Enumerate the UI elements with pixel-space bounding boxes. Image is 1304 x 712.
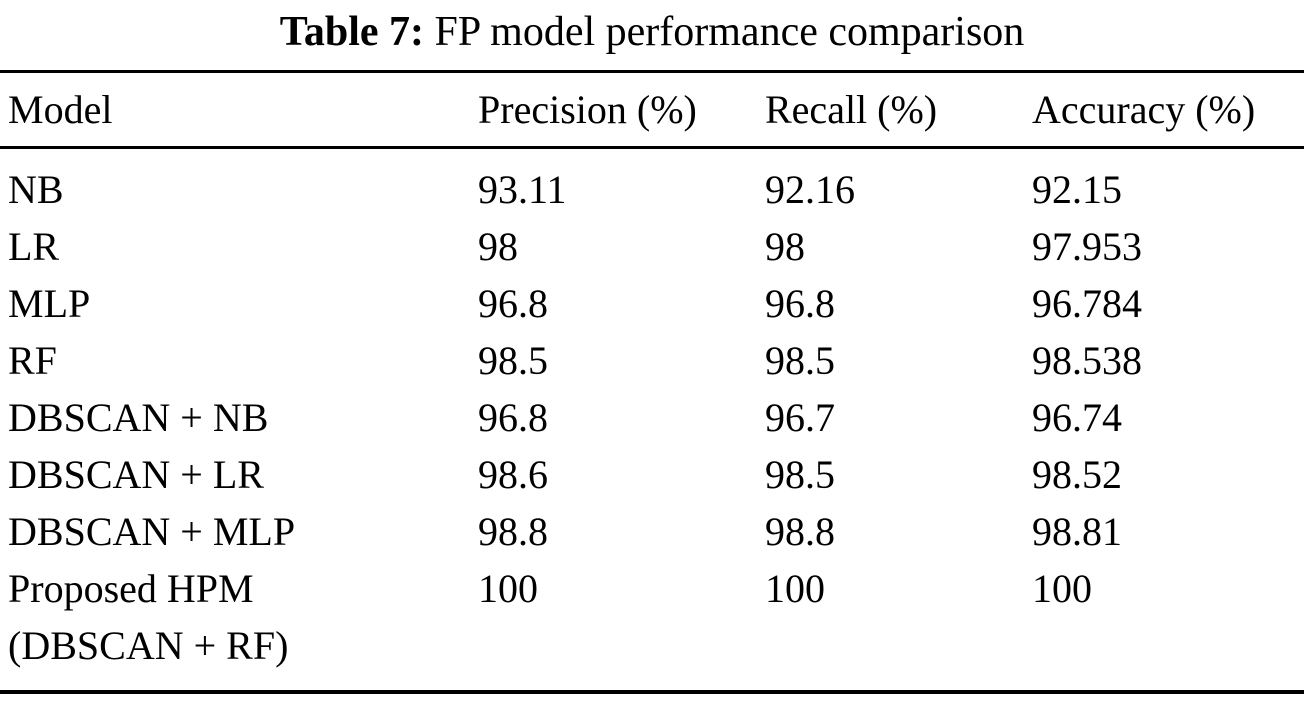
column-header-model: Model [0,71,470,149]
recall-cell: 92.16 [765,167,855,212]
precision-cell: 98.5 [478,338,548,383]
fp-performance-table: Model Precision (%) Recall (%) Accuracy … [0,70,1304,694]
model-cell: LR [8,224,60,269]
precision-cell: 98 [478,224,518,269]
column-header-accuracy: Accuracy (%) [1024,71,1304,149]
model-cell: DBSCAN + LR [8,452,264,497]
model-cell: Proposed HPM (DBSCAN + RF) [8,566,289,668]
recall-cell: 98.5 [765,452,835,497]
table-header: Model Precision (%) Recall (%) Accuracy … [0,71,1304,149]
accuracy-cell: 100 [1032,566,1092,611]
precision-cell: 96.8 [478,281,548,326]
table-caption: Table 7: FP model performance comparison [0,0,1304,70]
precision-cell: 98.8 [478,509,548,554]
recall-cell: 96.7 [765,395,835,440]
accuracy-cell: 98.81 [1032,509,1122,554]
precision-cell: 93.11 [478,167,567,212]
recall-cell: 98 [765,224,805,269]
table-body: NB 93.11 92.16 92.15 LR 98 98 97.953 MLP… [0,148,1304,693]
accuracy-cell: 97.953 [1032,224,1142,269]
recall-cell: 100 [765,566,825,611]
table-caption-text: FP model performance comparison [434,9,1025,55]
table-row: DBSCAN + LR 98.6 98.5 98.52 [0,446,1304,503]
precision-cell: 96.8 [478,395,548,440]
table-row: Proposed HPM (DBSCAN + RF) 100 100 100 [0,560,1304,692]
table-row: NB 93.11 92.16 92.15 [0,148,1304,219]
recall-cell: 96.8 [765,281,835,326]
table-caption-label: Table 7: [279,9,425,55]
model-cell: MLP [8,281,91,326]
recall-cell: 98.5 [765,338,835,383]
model-cell: DBSCAN + MLP [8,509,296,554]
recall-cell: 98.8 [765,509,835,554]
accuracy-cell: 96.74 [1032,395,1122,440]
model-cell: RF [8,338,57,383]
model-cell: DBSCAN + NB [8,395,269,440]
table-row: LR 98 98 97.953 [0,218,1304,275]
table-row: DBSCAN + MLP 98.8 98.8 98.81 [0,503,1304,560]
accuracy-cell: 98.52 [1032,452,1122,497]
accuracy-cell: 92.15 [1032,167,1122,212]
column-header-recall: Recall (%) [757,71,1024,149]
accuracy-cell: 98.538 [1032,338,1142,383]
precision-cell: 98.6 [478,452,548,497]
table-row: RF 98.5 98.5 98.538 [0,332,1304,389]
accuracy-cell: 96.784 [1032,281,1142,326]
header-row: Model Precision (%) Recall (%) Accuracy … [0,71,1304,149]
precision-cell: 100 [478,566,538,611]
table-row: MLP 96.8 96.8 96.784 [0,275,1304,332]
model-cell: NB [8,167,64,212]
table-row: DBSCAN + NB 96.8 96.7 96.74 [0,389,1304,446]
column-header-precision: Precision (%) [470,71,757,149]
